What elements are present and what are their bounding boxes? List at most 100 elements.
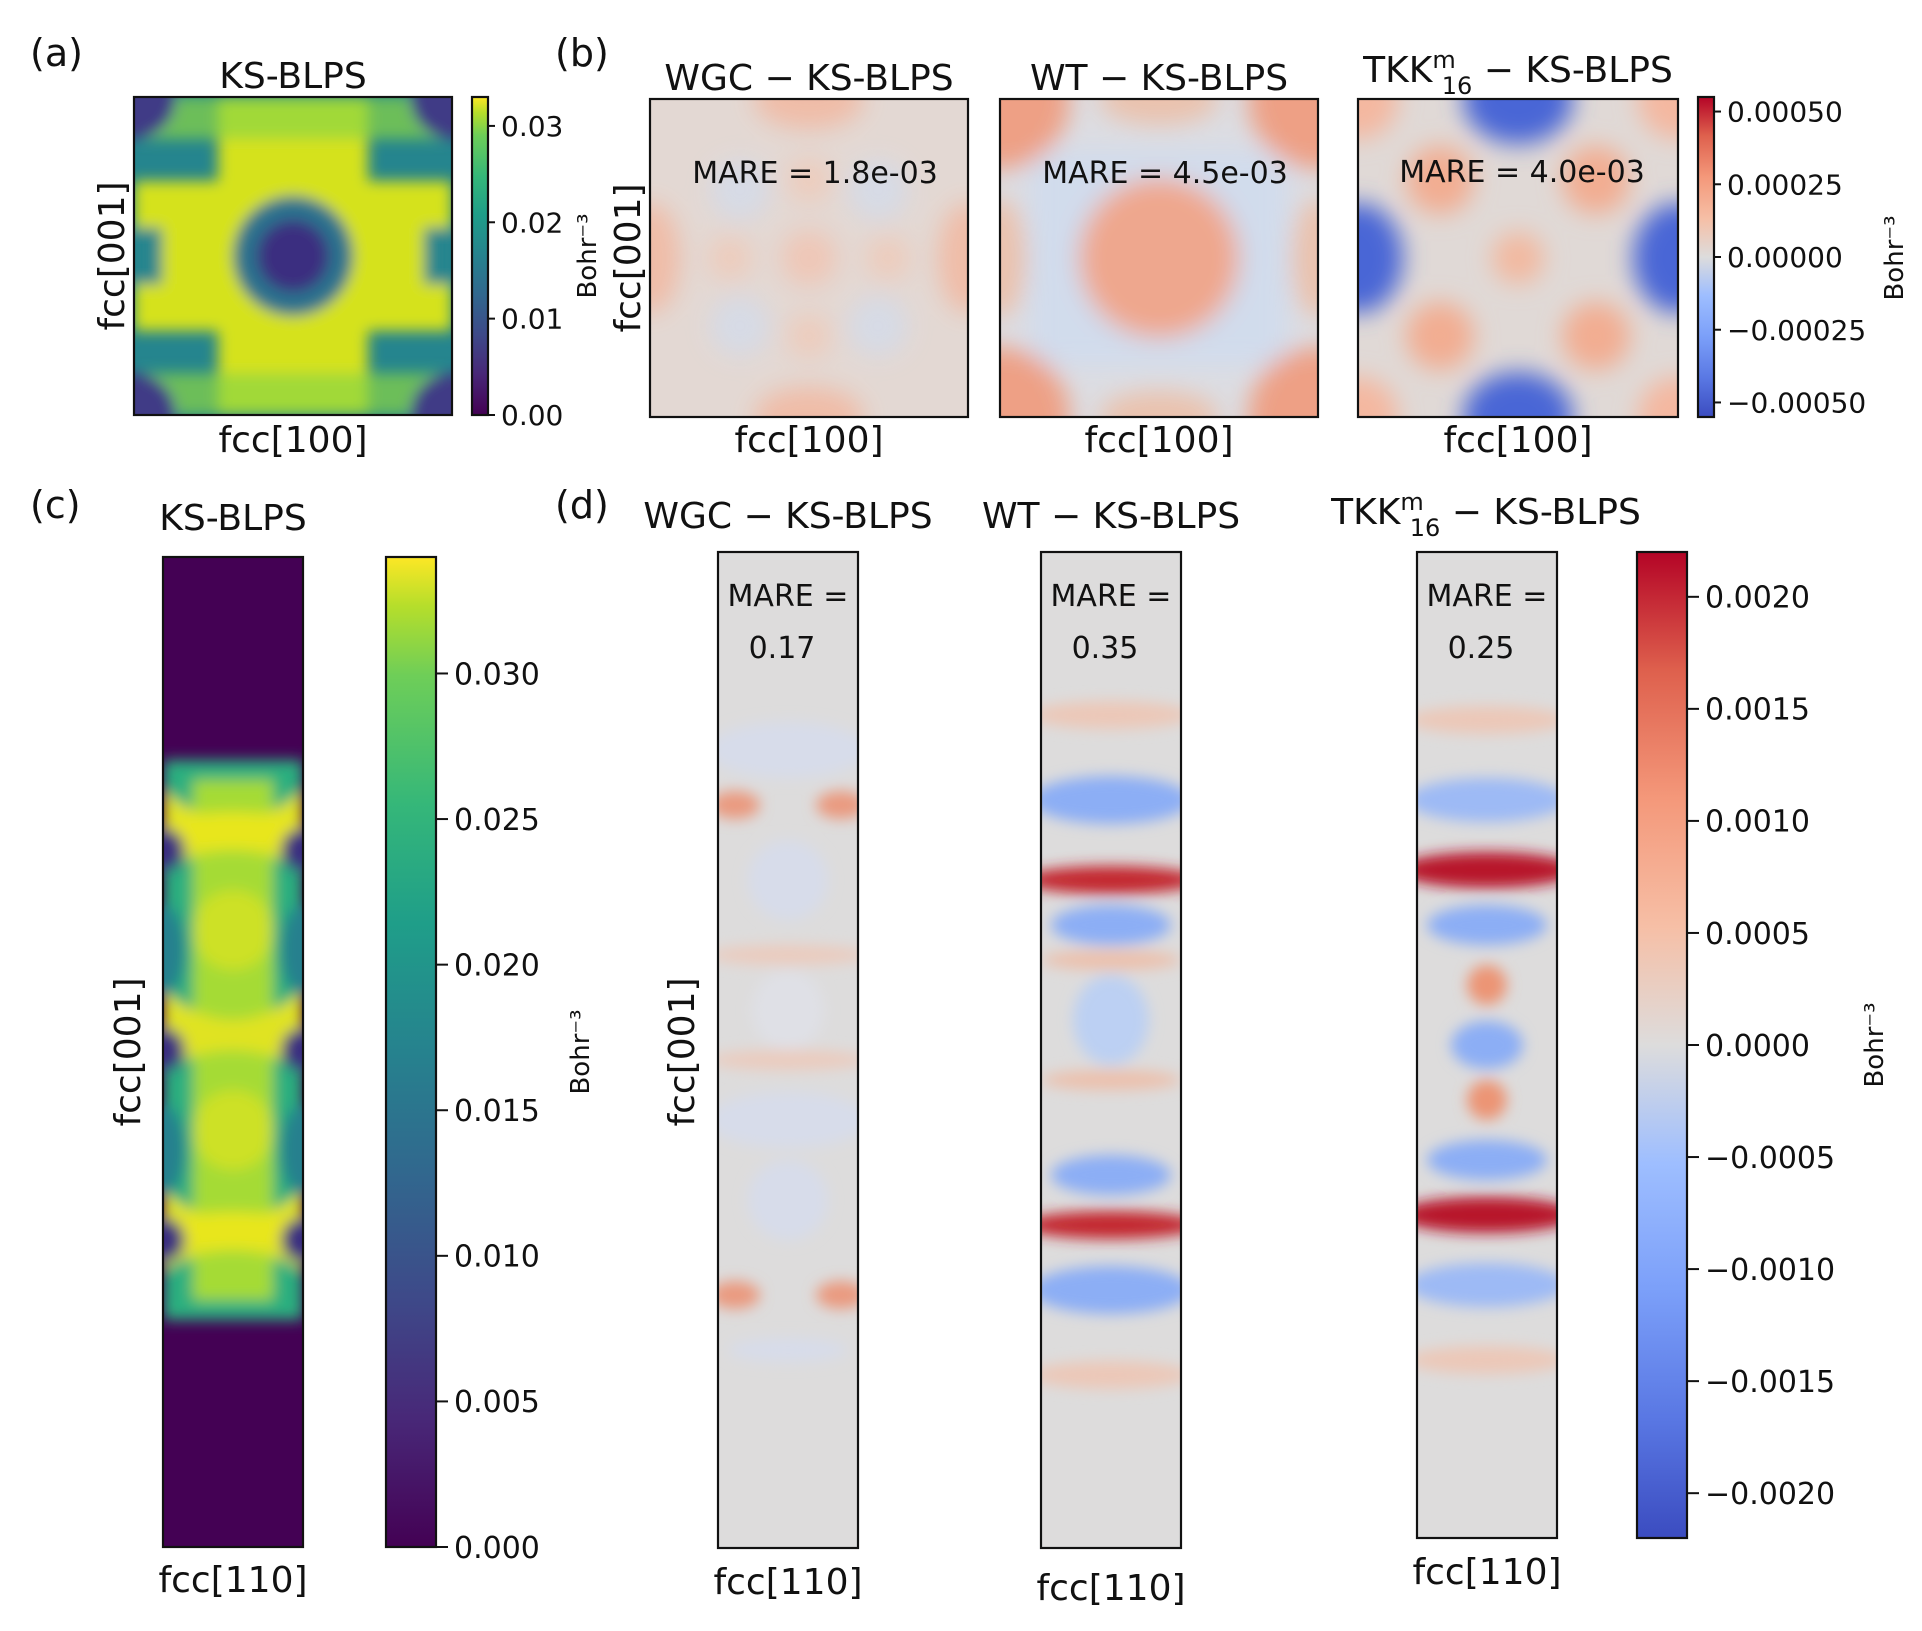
colorbar-c [386,557,436,1547]
colorbar-tick-label: 0.02 [501,206,563,239]
colorbar-label-a: Bohr⁻³ [573,213,603,298]
subplot-title-b2: WT − KS-BLPS [1030,58,1288,99]
colorbar-ticks-c: 0.030 0.025 0.020 0.015 0.010 0.005 0.000 [436,657,540,1566]
panel-a: (a) KS-BLPS fcc[100] fcc[001] [30,31,603,461]
panel-b: (b) WGC − KS-BLPS MARE = 1.8e-03 [555,31,1910,461]
panel-label-a: (a) [30,31,83,75]
x-axis-label-d3: fcc[110] [1412,1552,1561,1593]
plot-frame-d3 [1415,550,1559,1540]
colorbar-tick-label: 0.030 [454,657,540,692]
mare-annotation-b2: MARE = 4.5e-03 [1042,156,1288,191]
subplot-title-b3: TKKm 16 − KS-BLPS [1362,46,1673,100]
mare-annotation-b3: MARE = 4.0e-03 [1399,155,1645,190]
chart-title-a: KS-BLPS [219,56,366,97]
x-axis-label-b2: fcc[100] [1084,420,1233,461]
colorbar-tick-label: 0.0005 [1705,917,1810,952]
heatmap-b2 [1000,99,1318,417]
colorbar-a [472,97,488,415]
plot-frame-d1 [716,550,860,1550]
heatmap-c [163,557,303,1547]
mare-annotation-d3-line1: MARE = [1427,579,1548,614]
colorbar-tick-label: −0.0010 [1705,1253,1835,1288]
mare-annotation-b1: MARE = 1.8e-03 [692,156,938,191]
x-axis-label-b1: fcc[100] [734,420,883,461]
subplot-title-d1: WGC − KS-BLPS [643,496,932,537]
colorbar-tick-label: 0.005 [454,1385,540,1420]
x-axis-label-c: fcc[110] [158,1560,307,1601]
colorbar-d [1637,552,1687,1538]
panel-label-c: (c) [30,483,81,527]
mare-annotation-d1-line2: 0.17 [749,631,816,666]
chart-title-c: KS-BLPS [159,498,306,539]
colorbar-frame-c [384,555,438,1549]
heatmap-d3 [1417,552,1557,1538]
colorbar-tick-label: 0.00 [501,399,563,432]
colorbar-tick-label: 0.00025 [1727,168,1843,201]
title-b3-sub: 16 [1442,72,1473,100]
x-axis-label-b3: fcc[100] [1443,420,1592,461]
colorbar-tick-label: 0.01 [501,303,563,336]
mare-annotation-d2-line2: 0.35 [1072,631,1139,666]
colorbar-tick-label: 0.010 [454,1240,540,1275]
colorbar-tick-label: 0.00050 [1727,96,1843,129]
colorbar-tick-label: 0.00000 [1727,241,1843,274]
y-axis-label-c: fcc[001] [108,977,149,1126]
plot-frame-b3 [1356,97,1680,419]
heatmap-b3 [1358,99,1678,417]
plot-frame-d2 [1039,550,1183,1550]
subplot-title-b1: WGC − KS-BLPS [664,58,953,99]
y-axis-label-b1: fcc[001] [608,183,649,332]
heatmap-d1 [718,552,858,1548]
colorbar-ticks-b: 0.00050 0.00025 0.00000 −0.00025 −0.00050 [1714,96,1866,420]
title-d3-sub: 16 [1410,514,1441,542]
plot-frame-b1 [648,97,970,419]
title-d3-main: TKK [1330,492,1402,533]
y-axis-label-d1: fcc[001] [662,977,703,1126]
colorbar-frame-a [470,95,490,417]
colorbar-tick-label: 0.0020 [1705,581,1810,616]
colorbar-b [1698,97,1714,417]
colorbar-tick-label: 0.03 [501,110,563,143]
subplot-title-d3: TKKm 16 − KS-BLPS [1330,488,1641,542]
colorbar-tick-label: −0.0005 [1705,1141,1835,1176]
colorbar-tick-label: 0.020 [454,948,540,983]
subplot-title-d2: WT − KS-BLPS [982,496,1240,537]
colorbar-ticks-d: 0.0020 0.0015 0.0010 0.0005 0.0000 −0.0005 −0.… [1687,581,1835,1512]
heatmap-d2 [1041,552,1181,1548]
panel-label-b: (b) [555,31,609,75]
colorbar-tick-label: 0.0015 [1705,693,1810,728]
x-axis-label-d2: fcc[110] [1036,1568,1185,1609]
colorbar-label-d: Bohr⁻³ [1860,1002,1890,1087]
colorbar-tick-label: 0.0010 [1705,805,1810,840]
plot-frame-a [132,95,454,417]
mare-annotation-d2-line1: MARE = [1051,579,1172,614]
colorbar-tick-label: 0.025 [454,803,540,838]
colorbar-tick-label: 0.015 [454,1094,540,1129]
colorbar-tick-label: −0.0015 [1705,1365,1835,1400]
heatmap-b1 [650,99,968,417]
plot-frame-b2 [998,97,1320,419]
title-b3-rest: − KS-BLPS [1472,50,1673,91]
colorbar-tick-label: −0.0020 [1705,1477,1835,1512]
mare-annotation-d1-line1: MARE = [728,579,849,614]
x-axis-label-d1: fcc[110] [713,1562,862,1603]
colorbar-label-b: Bohr⁻³ [1880,215,1910,300]
colorbar-label-c: Bohr⁻³ [566,1009,596,1094]
colorbar-tick-label: 0.000 [454,1531,540,1566]
x-axis-label-a: fcc[100] [218,420,367,461]
panel-label-d: (d) [555,483,609,527]
title-b3-main: TKK [1362,50,1434,91]
colorbar-tick-label: −0.00025 [1727,314,1866,347]
colorbar-tick-label: 0.0000 [1705,1029,1810,1064]
mare-annotation-d3-line2: 0.25 [1448,631,1515,666]
colorbar-ticks-a: 0.00 0.01 0.02 0.03 [488,110,563,432]
colorbar-tick-label: −0.00050 [1727,387,1866,420]
panel-d: (d) WGC − KS-BLPS MARE = 0.17 fcc[ [555,483,1890,1609]
plot-frame-c [161,555,305,1549]
y-axis-label-a: fcc[001] [92,181,133,330]
title-b3-sup: m [1432,46,1455,74]
title-d3-rest: − KS-BLPS [1440,492,1641,533]
title-d3-sup: m [1400,488,1423,516]
panel-c: (c) KS-BLPS [30,483,596,1601]
